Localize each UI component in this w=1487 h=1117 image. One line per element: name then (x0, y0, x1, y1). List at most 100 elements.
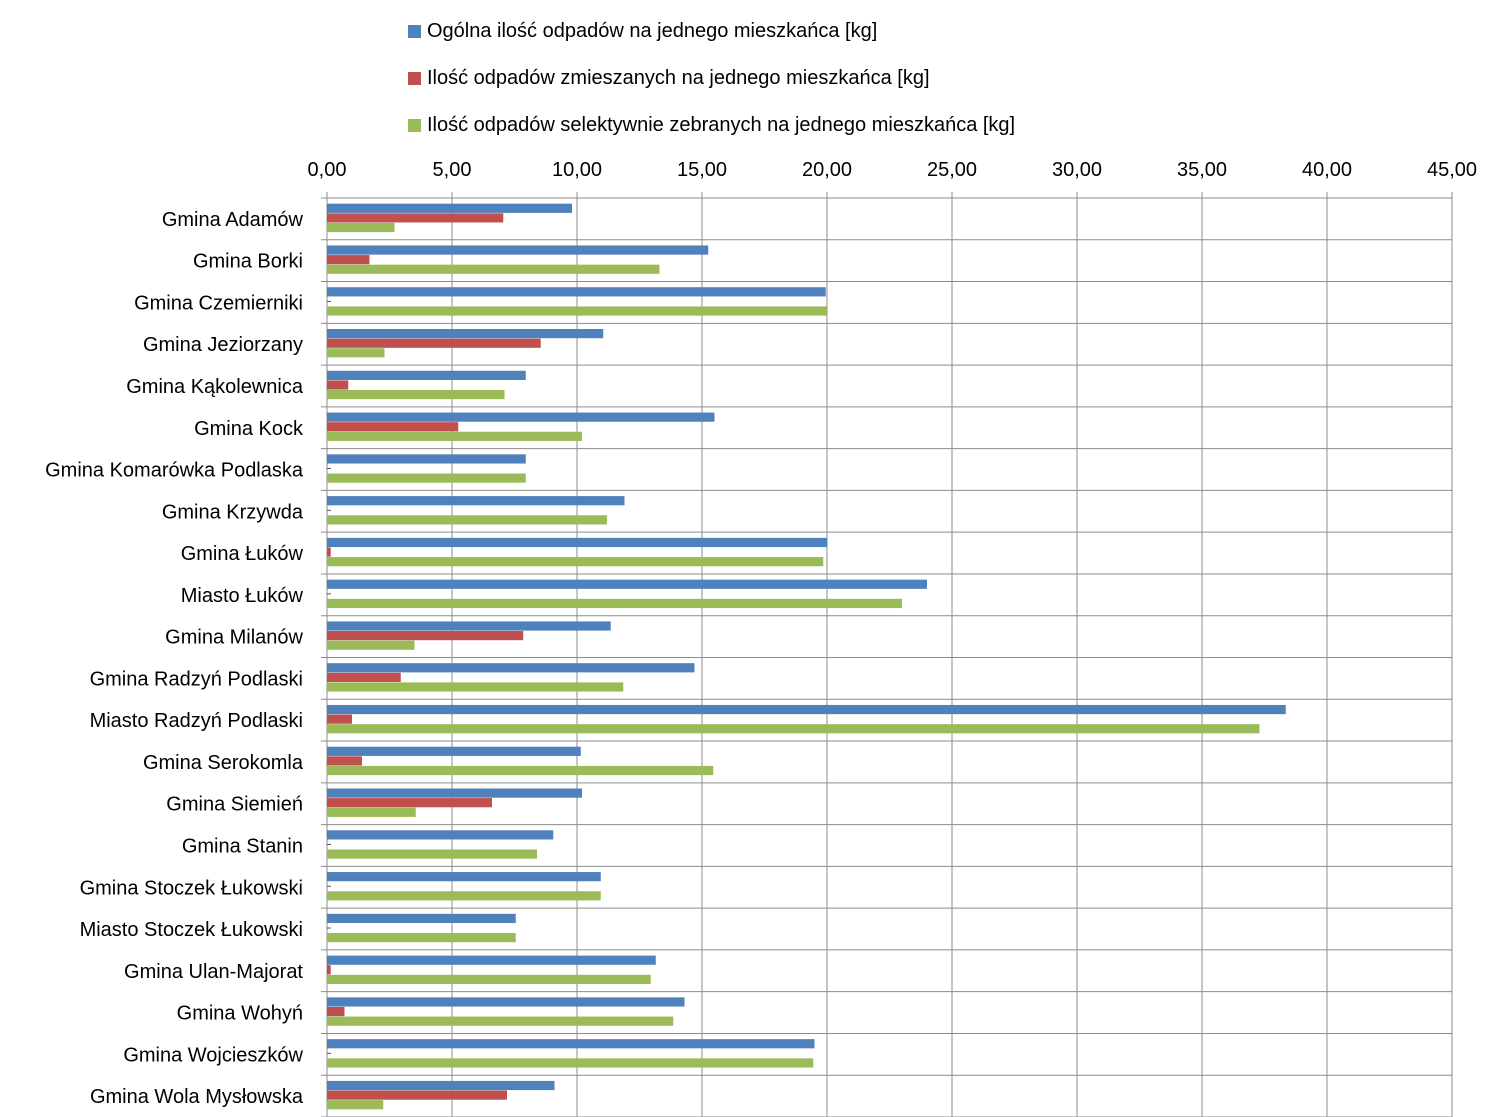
category-label: Gmina Radzyń Podlaski (90, 668, 303, 690)
bar-total (327, 537, 827, 548)
bar-mixed (327, 422, 459, 432)
bar-total (327, 997, 685, 1007)
bar-selective (327, 473, 526, 483)
bar-total (327, 913, 516, 924)
legend-item-selective: Ilość odpadów selektywnie zebranych na j… (408, 102, 1015, 149)
bar-mixed (327, 547, 331, 557)
category-label: Gmina Kąkolewnica (126, 376, 304, 398)
category-label: Gmina Stoczek Łukowski (80, 877, 303, 899)
bar-selective (327, 640, 415, 650)
x-tick-label: 45,00 (1427, 159, 1477, 181)
bar-selective (327, 515, 607, 525)
bar-total (327, 496, 625, 506)
bar-selective (327, 807, 416, 817)
category-label: Gmina Wola Mysłowska (90, 1086, 304, 1108)
bar-total (327, 621, 611, 631)
legend-item-mixed: Ilość odpadów zmieszanych na jednego mie… (408, 55, 1015, 102)
category-label: Gmina Stanin (182, 835, 303, 857)
x-tick-label: 0,00 (308, 159, 347, 181)
bar-selective (327, 1100, 384, 1110)
bar-selective (327, 306, 827, 316)
category-label: Miasto Radzyń Podlaski (90, 710, 303, 732)
category-label: Gmina Wojcieszków (123, 1044, 303, 1066)
x-tick-label: 35,00 (1177, 159, 1227, 181)
legend-item-total: Ogólna ilość odpadów na jednego mieszkań… (408, 8, 1015, 55)
category-label: Gmina Komarówka Podlaska (45, 460, 304, 482)
bar-selective (327, 1016, 674, 1026)
bar-total (327, 663, 695, 673)
bar-total (327, 287, 826, 297)
bar-selective (327, 849, 537, 859)
bar-total (327, 579, 927, 589)
x-tick-label: 25,00 (927, 159, 977, 181)
legend-label-mixed: Ilość odpadów zmieszanych na jednego mie… (427, 67, 930, 89)
bar-selective (327, 933, 516, 943)
bar-total (327, 704, 1286, 715)
legend-swatch-mixed (408, 72, 421, 85)
bar-mixed (327, 213, 504, 223)
bar-total (327, 872, 601, 882)
category-label: Miasto Łuków (181, 585, 304, 607)
bar-mixed (327, 255, 370, 265)
bar-selective (327, 765, 714, 776)
bar-selective (327, 974, 651, 984)
bar-total (327, 788, 582, 798)
bar-total (327, 370, 526, 380)
bar-mixed (327, 714, 352, 724)
bar-mixed (327, 338, 541, 348)
bar-total (327, 454, 526, 464)
bar-total (327, 245, 709, 255)
bar-mixed (327, 1090, 507, 1100)
bar-mixed (327, 965, 331, 975)
x-tick-label: 30,00 (1052, 159, 1102, 181)
bar-total (327, 1039, 815, 1049)
bar-mixed (327, 631, 524, 641)
bar-mixed (327, 1006, 345, 1017)
category-label: Gmina Serokomla (143, 752, 304, 774)
chart-legend: Ogólna ilość odpadów na jednego mieszkań… (408, 8, 1015, 149)
bar-total (327, 329, 604, 339)
category-label: Gmina Adamów (162, 209, 304, 231)
legend-swatch-selective (408, 119, 421, 132)
x-tick-label: 40,00 (1302, 159, 1352, 181)
category-label: Gmina Wohyń (177, 1003, 303, 1025)
bar-total (327, 830, 554, 840)
bar-selective (327, 222, 395, 233)
category-label: Gmina Siemień (166, 794, 303, 816)
bar-selective (327, 724, 1260, 734)
bar-total (327, 746, 581, 756)
x-tick-label: 15,00 (677, 159, 727, 181)
bar-selective (327, 557, 824, 567)
category-label: Gmina Czemierniki (134, 292, 303, 314)
category-label: Gmina Łuków (181, 543, 304, 565)
category-label: Gmina Ulan-Majorat (124, 961, 303, 983)
x-tick-label: 10,00 (552, 159, 602, 181)
category-label: Gmina Kock (194, 418, 304, 440)
legend-label-selective: Ilość odpadów selektywnie zebranych na j… (427, 114, 1016, 136)
x-tick-label: 20,00 (802, 159, 852, 181)
bar-mixed (327, 672, 401, 682)
x-tick-label: 5,00 (433, 159, 472, 181)
bar-mixed (327, 380, 349, 390)
bar-selective (327, 389, 505, 400)
bar-total (327, 955, 656, 965)
category-label: Gmina Krzywda (162, 501, 304, 523)
bar-total (327, 1080, 555, 1091)
bar-selective (327, 431, 582, 441)
bar-mixed (327, 756, 362, 766)
legend-swatch-total (408, 25, 421, 38)
category-label: Gmina Milanów (165, 627, 303, 649)
category-label: Gmina Borki (193, 251, 303, 273)
bar-selective (327, 348, 385, 358)
bar-total (327, 412, 715, 422)
bar-selective (327, 891, 601, 901)
bar-selective (327, 264, 660, 274)
category-label: Miasto Stoczek Łukowski (80, 919, 303, 941)
bar-selective (327, 1058, 814, 1068)
bar-total (327, 203, 572, 213)
bar-selective (327, 682, 624, 692)
legend-label-total: Ogólna ilość odpadów na jednego mieszkań… (427, 20, 878, 42)
bar-selective (327, 598, 902, 609)
category-label: Gmina Jeziorzany (143, 334, 303, 356)
